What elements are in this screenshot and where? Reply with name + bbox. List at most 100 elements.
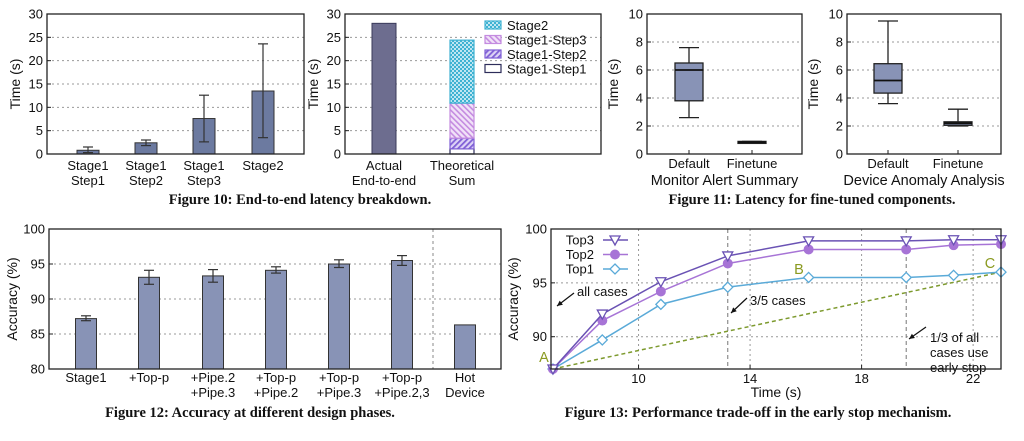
y-tick-label: 100 [23, 222, 45, 237]
y-tick-label: 4 [636, 91, 643, 106]
x-axis-label: Time (s) [751, 384, 802, 400]
box [674, 62, 704, 102]
y-tick-label: 100 [525, 222, 547, 237]
legend-label: Top1 [566, 262, 594, 277]
marker-diamond [596, 334, 609, 346]
bar [202, 275, 224, 370]
y-tick-label: 8 [836, 35, 843, 50]
y-tick-label: 5 [36, 123, 43, 138]
x-tick-label: +Top-p [319, 370, 359, 385]
legend-label: Stage2 [507, 18, 548, 33]
y-tick-label: 0 [636, 147, 643, 162]
y-axis-label: Time (s) [305, 59, 321, 110]
y-axis-label: Time (s) [805, 59, 821, 110]
y-tick-label: 10 [629, 7, 643, 22]
legend-label: Stage1-Step1 [507, 62, 587, 77]
legend-label: Stage1-Step2 [507, 47, 587, 62]
x-tick-label: Step2 [129, 173, 163, 188]
y-tick-label: 10 [29, 100, 43, 115]
x-tick-label: Default [668, 156, 710, 171]
plot-frame [646, 13, 803, 155]
point-label: B [794, 262, 804, 278]
x-tick-label: Step3 [187, 173, 221, 188]
plot-frame [46, 13, 305, 155]
bar [75, 318, 97, 370]
marker-triangle [596, 309, 609, 321]
arrowhead-icon [557, 300, 563, 306]
y-tick-label: 0 [836, 147, 843, 162]
legend-swatch [484, 49, 502, 59]
y-tick-label: 80 [31, 362, 45, 377]
marker-diamond [900, 271, 913, 284]
marker-triangle [947, 235, 960, 247]
y-tick-label: 95 [31, 257, 45, 272]
bar [265, 269, 287, 370]
y-tick-label: 5 [334, 123, 341, 138]
marker-diamond [947, 269, 960, 282]
y-tick-label: 0 [36, 147, 43, 162]
plot-frame [344, 13, 602, 155]
x-tick-label: Sum [449, 173, 476, 188]
arrowhead-icon [731, 307, 737, 313]
y-tick-label: 6 [836, 63, 843, 78]
fig11-right-chart: 0 2 4 6 8 10 Time (s) Default Finetune Device Ano… [805, 7, 1005, 190]
y-tick-label: 85 [31, 327, 45, 342]
y-axis-label: Time (s) [7, 59, 23, 110]
annotation-text: 3/5 cases [750, 293, 806, 308]
y-tick-label: 90 [533, 329, 547, 344]
point-label: A [539, 350, 549, 366]
stacked-segment-stage1-step1 [449, 148, 475, 155]
legend-label: Top2 [566, 247, 594, 262]
x-tick-label: End-to-end [352, 173, 416, 188]
x-tick-label: Stage1 [183, 158, 224, 173]
y-tick-label: 10 [327, 100, 341, 115]
point-label: C [985, 256, 995, 272]
y-axis-label: Accuracy (%) [4, 257, 20, 340]
y-tick-label: 95 [533, 275, 547, 290]
plot-frame [846, 13, 1002, 155]
marker-circle [655, 286, 666, 297]
marker-diamond [802, 271, 815, 284]
x-tick-label: +Pipe.2,3 [374, 385, 429, 400]
bar [454, 324, 476, 370]
marker-triangle [654, 277, 667, 289]
y-tick-label: 8 [636, 35, 643, 50]
y-tick-label: 6 [636, 63, 643, 78]
legend-label: Top3 [566, 233, 594, 248]
x-tick-label: +Pipe.3 [317, 385, 361, 400]
marker-diamond [654, 298, 667, 311]
legend-swatch [484, 20, 502, 30]
series-line-top3 [552, 239, 1001, 370]
x-tick-label: Step1 [71, 173, 105, 188]
marker-triangle [721, 251, 734, 263]
annotation-text: 1/3 of all [930, 330, 979, 345]
annotation-text: cases use [930, 345, 989, 360]
arrowhead-icon [909, 333, 915, 339]
y-tick-label: 0 [334, 147, 341, 162]
x-tick-label: Stage1 [65, 370, 106, 385]
x-tick-label: +Pipe.3 [191, 385, 235, 400]
marker-triangle [900, 236, 913, 248]
x-tick-label: Stage2 [242, 158, 283, 173]
y-tick-label: 10 [829, 7, 843, 22]
y-axis-label: Time (s) [605, 59, 621, 110]
x-axis-label: Monitor Alert Summary [651, 173, 799, 189]
x-tick-label: +Pipe.2 [254, 385, 298, 400]
figure-10-caption: Figure 10: End-to-end latency breakdown. [168, 192, 432, 208]
y-tick-label: 2 [836, 119, 843, 134]
legend-label: Stage1-Step3 [507, 33, 587, 48]
x-tick-label: Stage1 [67, 158, 108, 173]
y-tick-label: 30 [327, 7, 341, 22]
x-tick-label: Stage1 [125, 158, 166, 173]
marker-triangle [802, 236, 815, 248]
bar [328, 263, 350, 370]
x-tick-label: Hot [455, 370, 476, 385]
y-tick-label: 2 [636, 119, 643, 134]
stacked-segment-stage1-step3 [449, 102, 475, 139]
series-line-top1 [552, 271, 1002, 370]
y-tick-label: 15 [29, 77, 43, 92]
